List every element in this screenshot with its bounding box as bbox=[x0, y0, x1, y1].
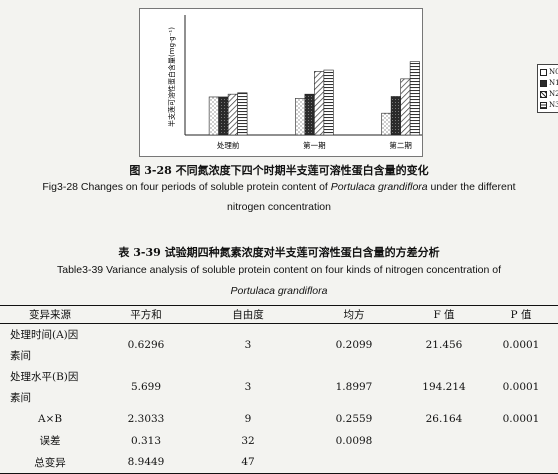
cell-ss: 8.9449 bbox=[100, 451, 192, 474]
cell-source: 误差 bbox=[39, 435, 61, 447]
header-mean-square: 均方 bbox=[304, 305, 404, 324]
cell-df: 3 bbox=[244, 380, 252, 393]
bar bbox=[295, 98, 306, 136]
bar bbox=[409, 61, 420, 136]
table-row-continuation: 素间 bbox=[0, 346, 558, 366]
legend-swatch bbox=[540, 80, 547, 87]
figure-caption-en-prefix: Fig3-28 Changes on four periods of solub… bbox=[42, 181, 331, 193]
cell-source: 处理时间(A)因 bbox=[10, 329, 79, 342]
species-name: Portulaca grandiflora bbox=[330, 181, 428, 193]
header-p-value: P 值 bbox=[484, 305, 558, 324]
legend-item: N2 bbox=[540, 89, 558, 100]
cell-ms: 0.0098 bbox=[335, 434, 373, 447]
table-row: A×B 2.3033 9 0.2559 26.164 0.0001 bbox=[0, 408, 558, 430]
figure-caption-en-line2: nitrogen concentration bbox=[227, 201, 331, 213]
cell-ms: 0.2559 bbox=[335, 412, 373, 425]
legend-swatch bbox=[540, 69, 547, 76]
cell-ss: 0.313 bbox=[130, 434, 162, 447]
table-row: 误差 0.313 32 0.0098 bbox=[0, 430, 558, 452]
cell-f bbox=[404, 451, 484, 474]
bar-chart: 半支莲可溶性蛋白含量(mg·g⁻¹)处理前第一期第二期第三期 bbox=[167, 15, 422, 150]
species-name: Portulaca grandiflora bbox=[230, 285, 328, 297]
cell-p: 0.0001 bbox=[502, 338, 540, 351]
cell-df: 9 bbox=[244, 412, 252, 425]
bar bbox=[381, 112, 392, 136]
x-tick-label: 第二期 bbox=[389, 140, 412, 150]
cell-p bbox=[484, 451, 558, 474]
bar bbox=[390, 96, 401, 136]
cell-ss: 5.699 bbox=[130, 380, 162, 393]
legend-label: N1 bbox=[549, 79, 558, 87]
cell-ms: 0.2099 bbox=[335, 338, 373, 351]
x-tick-label: 处理前 bbox=[217, 140, 240, 150]
cell-source: 处理水平(B)因 bbox=[10, 371, 79, 383]
cell-source-cont: 素间 bbox=[10, 350, 31, 362]
legend-swatch bbox=[540, 102, 547, 109]
cell-f: 21.456 bbox=[425, 338, 463, 351]
figure-caption-en-suffix: under the different bbox=[427, 181, 516, 193]
cell-p: 0.0001 bbox=[502, 412, 540, 425]
bar bbox=[400, 78, 411, 136]
legend-label: N3 bbox=[549, 101, 558, 109]
cell-source-cont: 素间 bbox=[10, 392, 31, 404]
figure-caption-zh: 图 3-28 不同氮浓度下四个时期半支莲可溶性蛋白含量的变化 bbox=[129, 164, 429, 177]
cell-p bbox=[484, 430, 558, 452]
table-row: 处理水平(B)因 5.699 3 1.8997 194.214 0.0001 bbox=[0, 366, 558, 393]
figure-caption-en-line1: Fig3-28 Changes on four periods of solub… bbox=[0, 181, 558, 193]
cell-df: 47 bbox=[192, 451, 304, 474]
legend-label: N2 bbox=[549, 90, 558, 98]
header-f-value: F 值 bbox=[404, 305, 484, 324]
header-degrees-of-freedom: 自由度 bbox=[192, 305, 304, 324]
table-caption-en-line2: Portulaca grandiflora bbox=[0, 285, 558, 297]
table-caption-en-line1: Table3-39 Variance analysis of soluble p… bbox=[57, 264, 501, 276]
bar bbox=[323, 69, 334, 136]
cell-df: 3 bbox=[244, 338, 252, 351]
table-row: 处理时间(A)因 0.6296 3 0.2099 21.456 0.0001 bbox=[0, 324, 558, 351]
cell-p: 0.0001 bbox=[502, 380, 540, 393]
variance-table: 变异来源 平方和 自由度 均方 F 值 P 值 处理时间(A)因 0.6296 … bbox=[0, 305, 558, 474]
y-axis-label: 半支莲可溶性蛋白含量(mg·g⁻¹) bbox=[167, 27, 176, 127]
cell-df: 32 bbox=[241, 434, 255, 447]
header-sum-of-squares: 平方和 bbox=[100, 305, 192, 324]
header-source: 变异来源 bbox=[0, 305, 100, 324]
bar bbox=[227, 93, 238, 136]
legend-item: N0 bbox=[540, 67, 558, 78]
cell-f bbox=[404, 430, 484, 452]
bar bbox=[304, 93, 315, 136]
bar bbox=[218, 96, 229, 136]
legend-item: N1 bbox=[540, 78, 558, 89]
cell-f: 194.214 bbox=[422, 380, 466, 393]
cell-source: 总变异 bbox=[0, 451, 100, 474]
cell-f: 26.164 bbox=[425, 412, 463, 425]
bar bbox=[314, 71, 325, 136]
bar bbox=[237, 92, 248, 136]
cell-ss: 2.3033 bbox=[127, 412, 165, 425]
table-row-continuation: 素间 bbox=[0, 388, 558, 408]
legend-item: N3 bbox=[540, 100, 558, 111]
bar bbox=[208, 96, 219, 136]
x-tick-label: 第一期 bbox=[303, 140, 326, 150]
table-header-row: 变异来源 平方和 自由度 均方 F 值 P 值 bbox=[0, 305, 558, 324]
legend-swatch bbox=[540, 91, 547, 98]
cell-source: A×B bbox=[37, 412, 63, 425]
cell-ss: 0.6296 bbox=[127, 338, 165, 351]
table-row: 总变异 8.9449 47 bbox=[0, 451, 558, 474]
legend-label: N0 bbox=[549, 68, 558, 76]
table-caption-zh: 表 3-39 试验期四种氮素浓度对半支莲可溶性蛋白含量的方差分析 bbox=[118, 246, 440, 259]
cell-ms: 1.8997 bbox=[335, 380, 373, 393]
cell-ms bbox=[304, 451, 404, 474]
chart-legend: N0 N1 N2 N3 bbox=[537, 64, 558, 113]
